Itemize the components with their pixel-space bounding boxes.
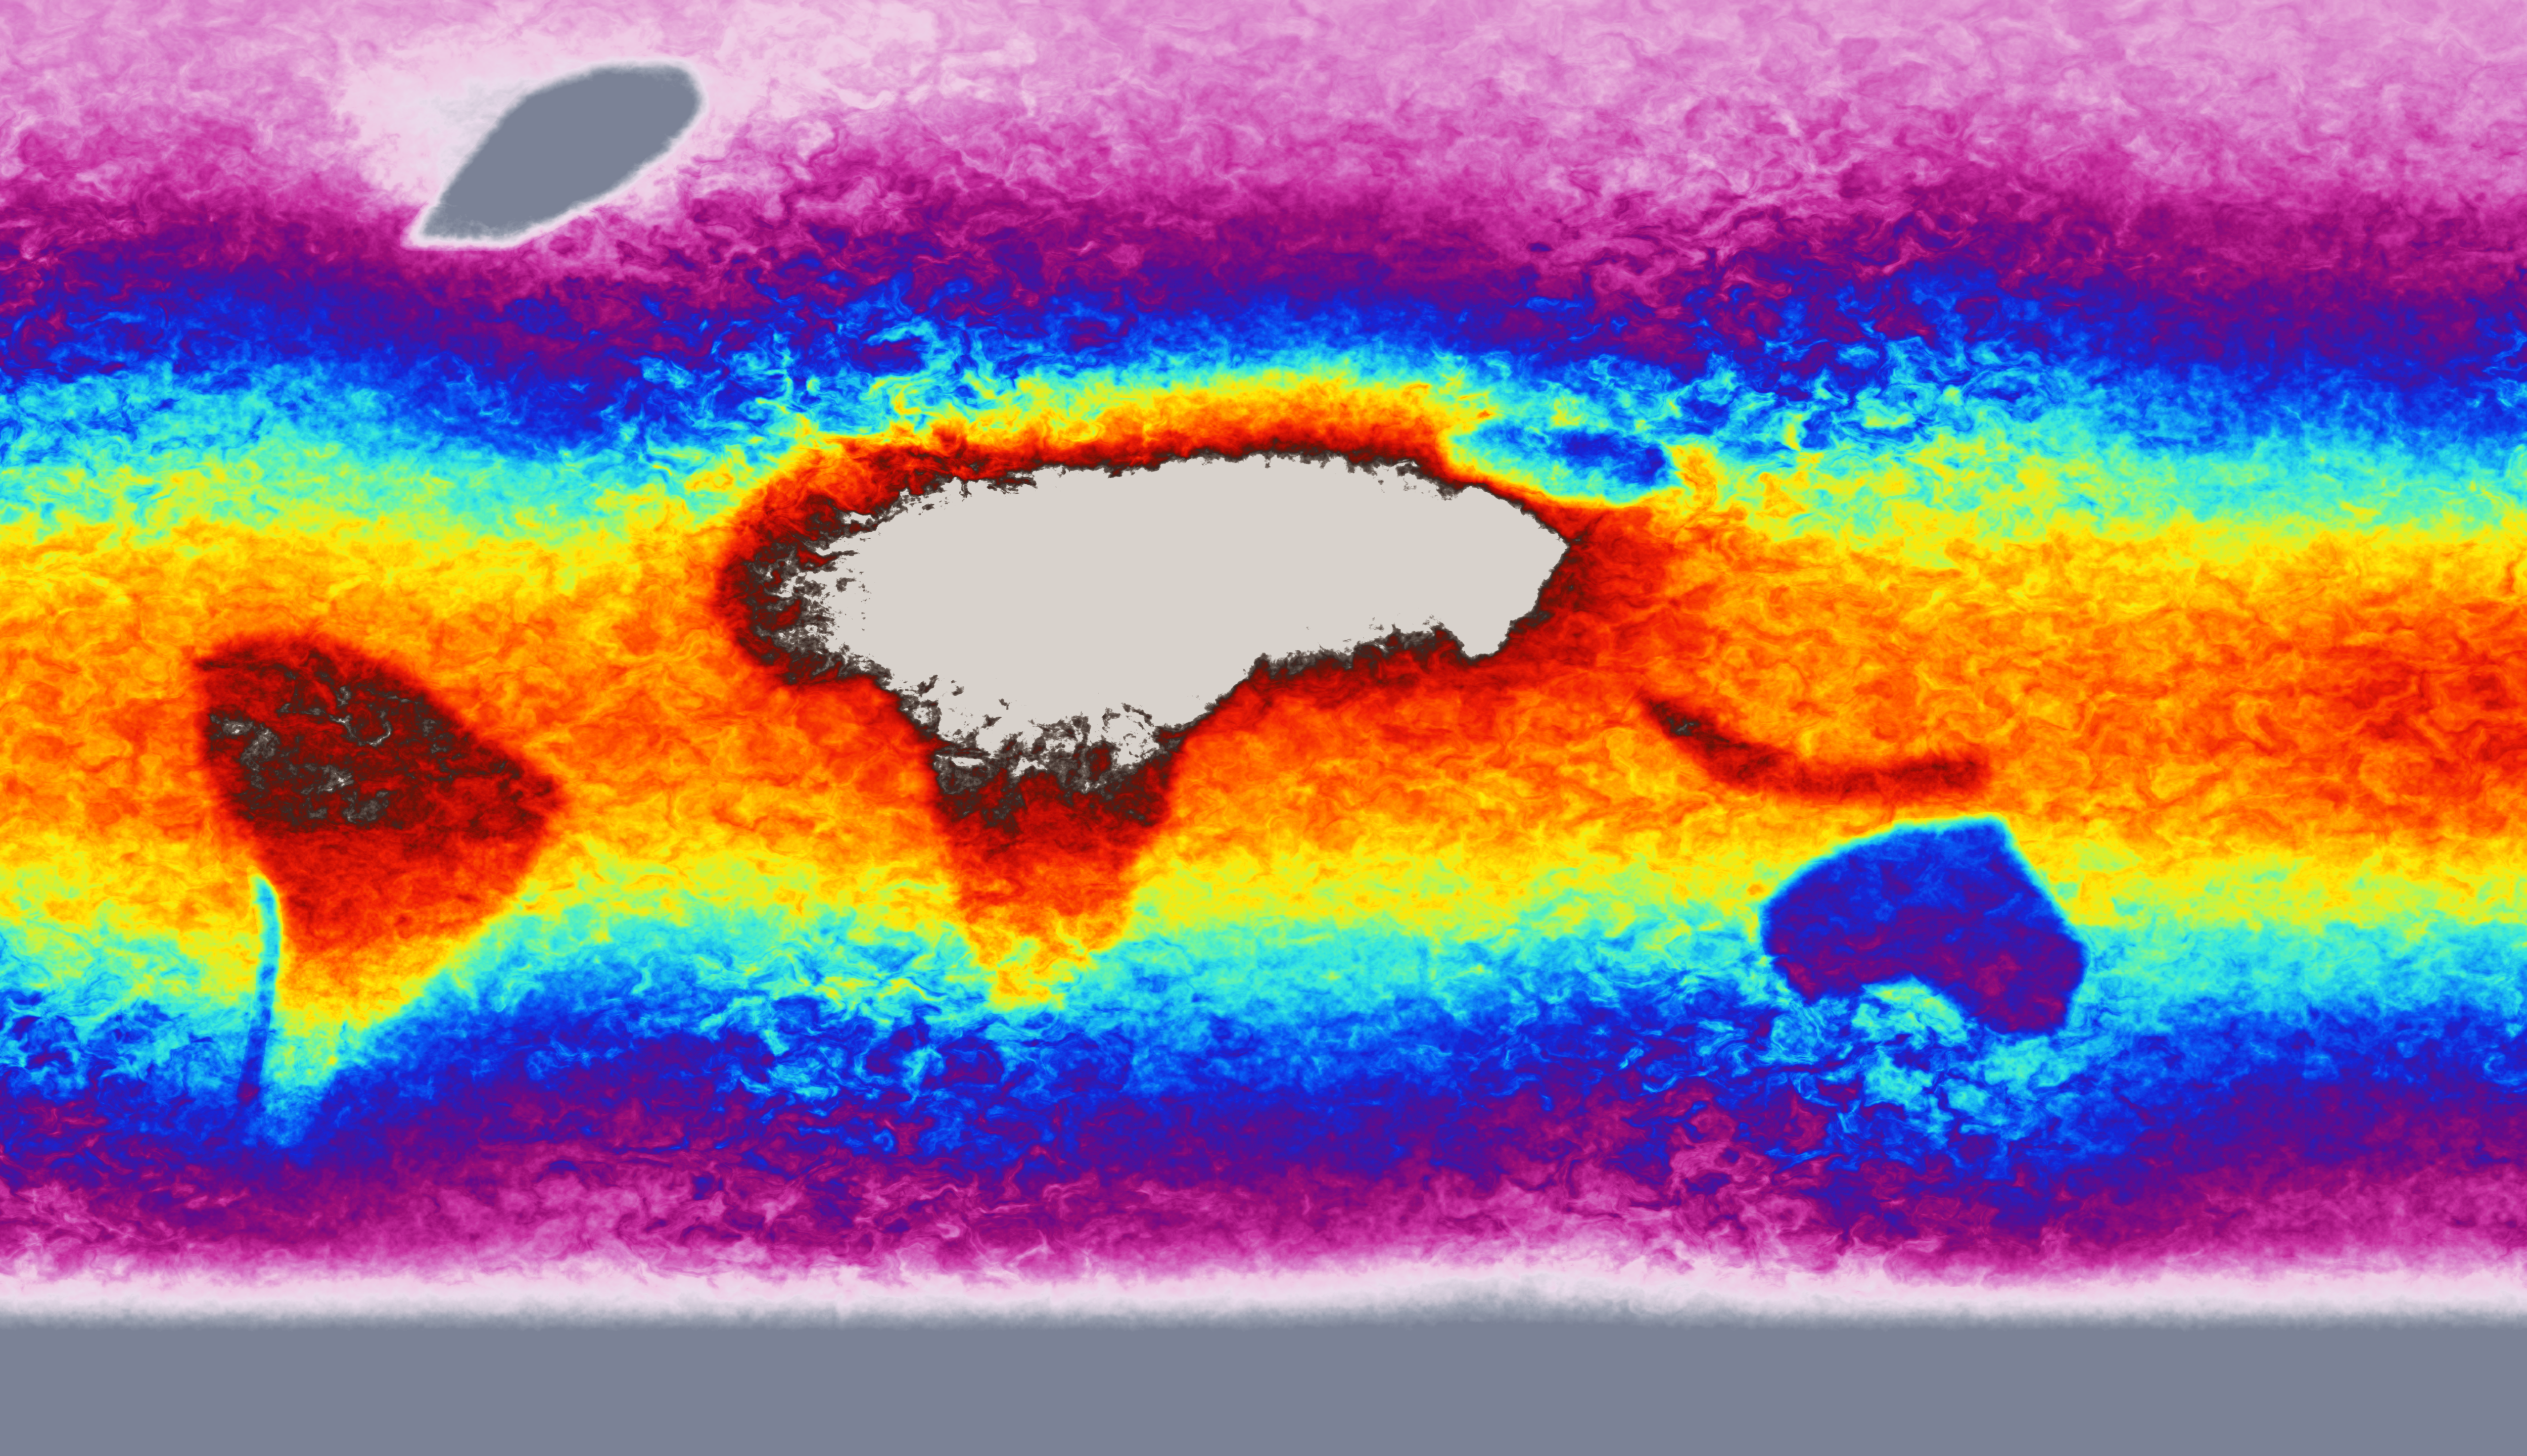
- temperature-map-viewport: [0, 0, 2527, 1456]
- global-temperature-heatmap: [0, 0, 2527, 1456]
